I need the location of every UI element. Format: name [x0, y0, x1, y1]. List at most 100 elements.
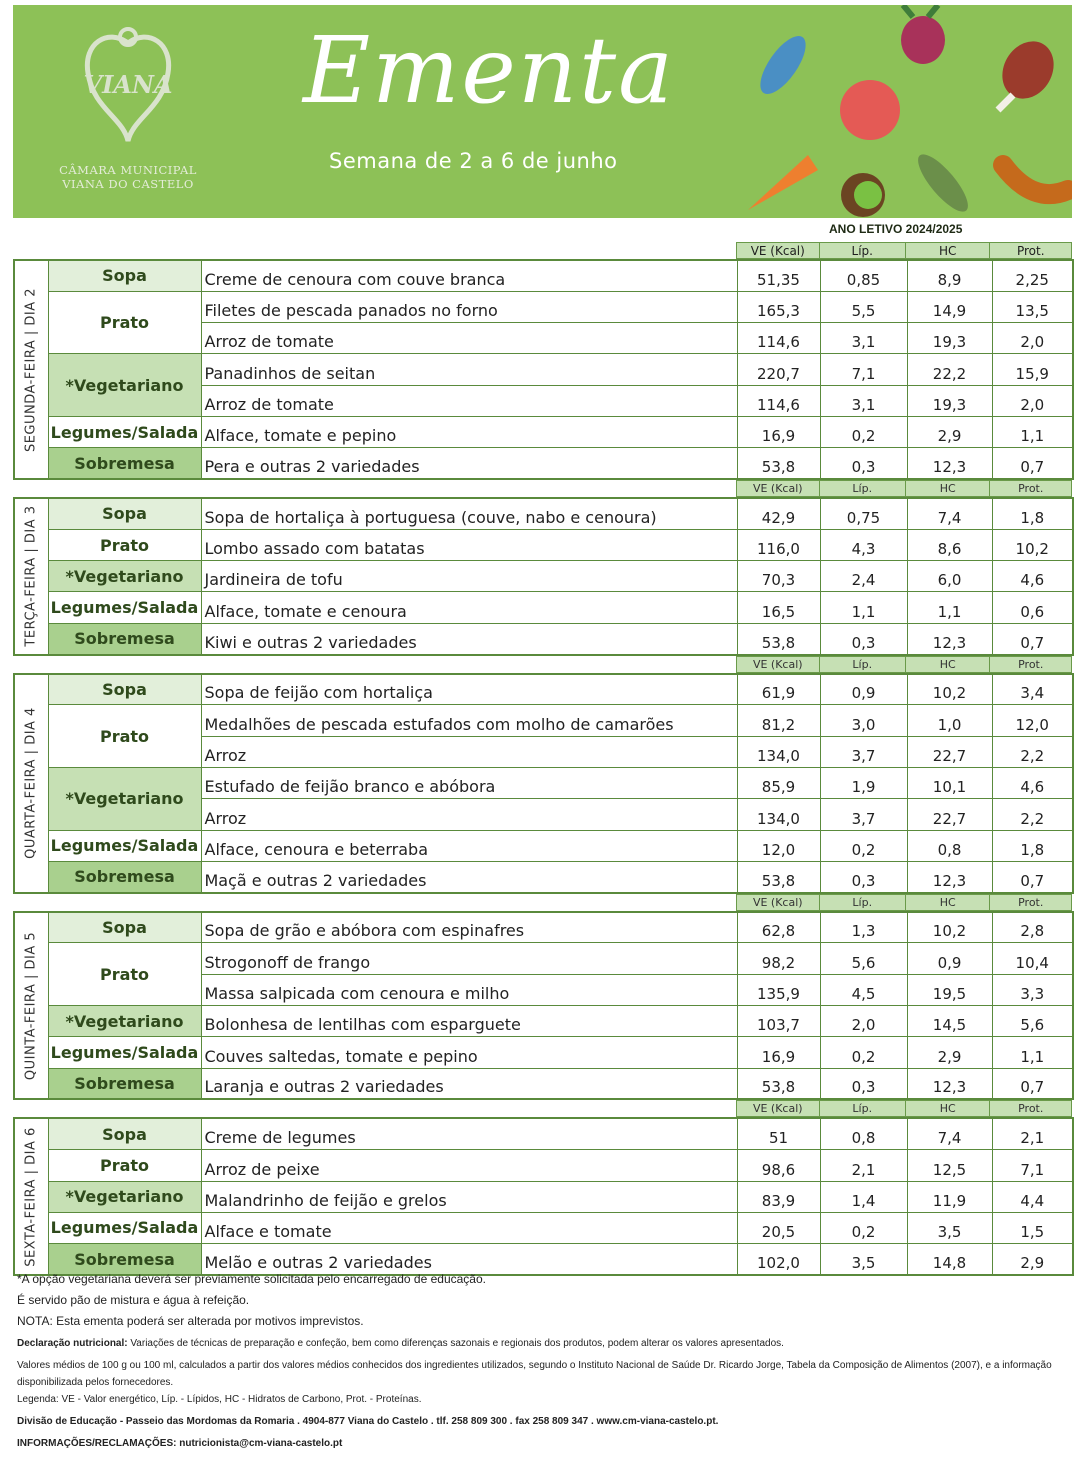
- ve-value: 83,9: [736, 1180, 821, 1213]
- day-label-cell: QUARTA-FEIRA | DIA 4: [13, 673, 49, 894]
- day-table: TERÇA-FEIRA | DIA 3 Sopa Sopa de hortaliça…: [13, 497, 1074, 656]
- table-row: Massa salpicada com cenoura e milho 135,9…: [14, 973, 1074, 1007]
- dish-name: Alface e tomate: [200, 1211, 738, 1245]
- prot-value: 1,1: [991, 415, 1074, 449]
- column-header: VE (Kcal): [737, 1101, 820, 1117]
- category-label: Legumes/Salada: [47, 829, 202, 862]
- day-table: SEGUNDA-FEIRA | DIA 2 Sopa Creme de cenour…: [13, 259, 1074, 481]
- lip-value: 1,9: [819, 766, 908, 800]
- lip-value: 0,3: [819, 860, 908, 894]
- table-row: Legumes/Salada Alface, tomate e cenoura 16…: [14, 591, 1074, 624]
- ve-value: 165,3: [736, 290, 821, 324]
- values-note: Valores médios de 100 g ou 100 ml, calcu…: [17, 1360, 1052, 1388]
- prot-value: 2,1: [991, 1117, 1074, 1151]
- hc-value: 12,3: [906, 447, 993, 480]
- ve-value: 53,8: [736, 1067, 821, 1100]
- ve-value: 114,6: [736, 322, 821, 355]
- ve-value: 114,6: [736, 384, 821, 417]
- ve-value: 102,0: [736, 1243, 821, 1276]
- lip-value: 0,2: [819, 415, 908, 449]
- prot-value: 4,6: [991, 766, 1074, 800]
- ve-value: 135,9: [736, 973, 821, 1007]
- column-header: Prot.: [1018, 657, 1044, 671]
- prot-value: 2,8: [991, 911, 1074, 944]
- column-header: VE (Kcal): [737, 481, 820, 497]
- hc-value: 10,2: [906, 911, 993, 944]
- dish-name: Kiwi e outras 2 variedades: [200, 622, 738, 656]
- hc-value: 0,8: [906, 829, 993, 862]
- hc-value: 22,7: [906, 735, 993, 768]
- prot-value: 1,1: [991, 1036, 1074, 1069]
- bread-note: É servido pão de mistura e água à refeiç…: [17, 1293, 250, 1307]
- municipality-line2: VIANA DO CASTELO: [62, 177, 194, 191]
- lip-value: 3,1: [819, 322, 908, 355]
- table-row: Prato Arroz de peixe 98,6 2,1 12,5 7,1: [14, 1149, 1074, 1182]
- ve-value: 81,2: [736, 704, 821, 737]
- ve-value: 134,0: [736, 798, 821, 831]
- dish-name: Arroz: [200, 735, 738, 768]
- kiwi-icon: [841, 173, 885, 217]
- hc-value: 19,3: [906, 322, 993, 355]
- chicken-leg-icon: [995, 41, 1054, 113]
- hc-value: 12,3: [906, 1067, 993, 1100]
- ve-value: 116,0: [736, 528, 821, 562]
- ve-value: 51: [736, 1117, 821, 1151]
- lip-value: 0,75: [819, 497, 908, 530]
- dish-name: Strogonoff de frango: [200, 942, 738, 975]
- header-banner: VIANA CÂMARA MUNICIPAL VIANA DO CASTELO …: [13, 5, 1072, 218]
- declaration: Declaração nutricional: Variações de téc…: [17, 1335, 1077, 1352]
- ve-value: 103,7: [736, 1005, 821, 1038]
- hc-value: 8,9: [906, 259, 993, 292]
- hc-value: 14,8: [906, 1243, 993, 1276]
- lip-value: 3,7: [819, 798, 908, 831]
- column-header: Líp.: [820, 1101, 906, 1117]
- table-row: Arroz 134,0 3,7 22,7 2,2: [14, 798, 1074, 831]
- table-row: *Vegetariano Bolonhesa de lentilhas com e…: [14, 1005, 1074, 1038]
- table-row: Legumes/Salada Alface, tomate e pepino 16,…: [14, 415, 1074, 449]
- day-label: SEGUNDA-FEIRA | DIA 2: [23, 287, 39, 452]
- column-header: VE (Kcal): [737, 656, 820, 672]
- column-header: Prot.: [1018, 1102, 1044, 1116]
- table-row: Arroz de tomate 114,6 3,1 19,3 2,0: [14, 322, 1074, 355]
- table-row: QUINTA-FEIRA | DIA 5 Sopa Sopa de grão e a…: [13, 911, 1074, 1100]
- lip-value: 3,7: [819, 735, 908, 768]
- lip-value: 5,6: [819, 942, 908, 975]
- ve-value: 220,7: [736, 353, 821, 386]
- ve-value: 61,9: [736, 673, 821, 706]
- municipality-line1: CÂMARA MUNICIPAL: [59, 163, 197, 177]
- prot-value: 1,5: [991, 1211, 1074, 1245]
- prot-value: 13,5: [991, 290, 1074, 324]
- ve-value: 53,8: [736, 622, 821, 656]
- day-table: QUARTA-FEIRA | DIA 4 Sopa Sopa de feijão c…: [13, 672, 1074, 894]
- table-row: *Vegetariano Malandrinho de feijão e grel…: [14, 1180, 1074, 1213]
- prot-value: 0,7: [991, 860, 1074, 894]
- dish-name: Creme de cenoura com couve branca: [200, 259, 738, 292]
- category-label: Sopa: [47, 911, 202, 944]
- category-label: Legumes/Salada: [47, 1211, 202, 1245]
- dish-name: Arroz de tomate: [200, 384, 738, 417]
- category-label: Prato: [47, 704, 202, 768]
- dish-name: Arroz: [200, 798, 738, 831]
- prot-value: 2,2: [991, 735, 1074, 768]
- day-label: QUINTA-FEIRA | DIA 5: [23, 931, 39, 1080]
- category-label: Prato: [47, 528, 202, 562]
- lip-value: 4,5: [819, 973, 908, 1007]
- lip-value: 2,4: [819, 560, 908, 593]
- lip-value: 2,1: [819, 1149, 908, 1182]
- apple-icon: [840, 80, 900, 140]
- column-header: HC: [906, 656, 991, 672]
- prot-value: 1,8: [991, 829, 1074, 862]
- dish-name: Couves saltedas, tomate e pepino: [200, 1036, 738, 1069]
- table-row: Sobremesa Maçã e outras 2 variedades 53,8 0…: [14, 860, 1074, 894]
- hc-value: 12,5: [906, 1149, 993, 1182]
- column-header: HC: [906, 481, 991, 497]
- category-label: *Vegetariano: [47, 766, 202, 831]
- prot-value: 3,3: [991, 973, 1074, 1007]
- hc-value: 2,9: [906, 415, 993, 449]
- declaration-label: Declaração nutricional:: [17, 1338, 128, 1349]
- hc-value: 1,0: [906, 704, 993, 737]
- table-row: Sobremesa Laranja e outras 2 variedades 53…: [14, 1067, 1074, 1100]
- contact-info: INFORMAÇÕES/RECLAMAÇÕES: nutricionista@c…: [17, 1438, 343, 1449]
- dish-name: Pera e outras 2 variedades: [200, 447, 738, 480]
- lip-value: 0,3: [819, 622, 908, 656]
